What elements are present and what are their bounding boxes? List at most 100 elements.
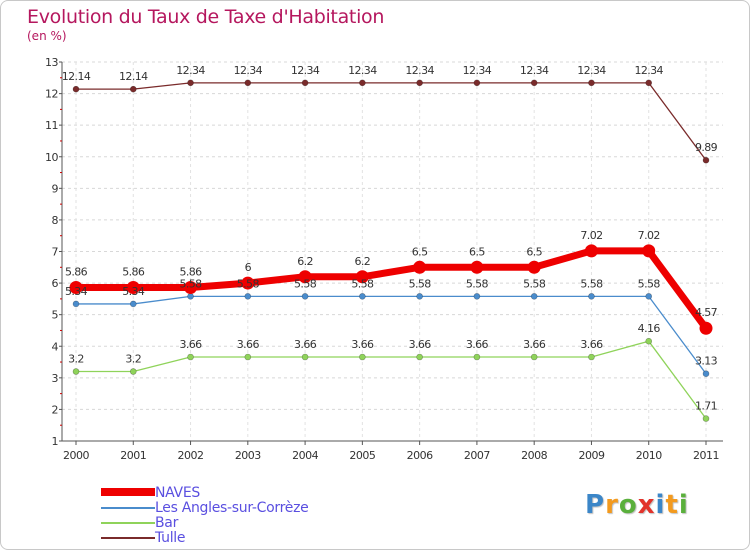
- data-label-naves-2008: 6.5: [526, 245, 542, 258]
- data-point-bar-2011: [702, 415, 710, 422]
- logo-letter-4: i: [655, 490, 666, 520]
- data-point-tulle-2000: [72, 85, 80, 93]
- data-point-naves-2000: [69, 281, 83, 295]
- x-tick-label-2004: 2004: [292, 449, 318, 462]
- series-line-bar: [75, 340, 707, 420]
- data-label-bar-2007: 3.66: [466, 338, 489, 351]
- data-point-naves-2007: [470, 260, 484, 274]
- data-point-tulle-2003: [244, 79, 252, 87]
- data-point-bar-2000: [72, 368, 80, 375]
- data-point-les-angles-sur-corr-ze-2002: [187, 293, 194, 300]
- data-label-tulle-2000: 12.14: [62, 70, 91, 83]
- data-label-naves-2010: 7.02: [638, 229, 660, 242]
- data-label-tulle-2011: 9.89: [695, 141, 718, 154]
- series-line-naves: [72, 247, 710, 332]
- data-point-tulle-2005: [359, 79, 366, 87]
- y-tick-label-13: 13: [45, 56, 58, 69]
- data-labels-layer: 12.14 12.14 12.34 12.34 12.34 12.34 12.34 12.34…: [62, 64, 718, 413]
- data-label-les-angles-sur-corr-ze-2005: 5.58: [351, 277, 374, 290]
- legend-item-les-angles[interactable]: Les Angles-sur-Corrèze: [101, 500, 361, 516]
- data-label-les-angles-sur-corr-ze-2000: 5.34: [65, 285, 88, 298]
- x-tick-label-2008: 2008: [521, 449, 547, 462]
- data-label-bar-2003: 3.66: [237, 338, 260, 351]
- data-label-bar-2004: 3.66: [294, 338, 317, 351]
- legend-swatch-bar: [101, 522, 155, 524]
- y-tick-label-7: 7: [52, 246, 59, 259]
- data-label-les-angles-sur-corr-ze-2011: 3.13: [695, 355, 718, 368]
- series-line-tulle: [75, 82, 707, 161]
- data-point-tulle-2011: [702, 156, 710, 164]
- data-point-naves-2001: [126, 281, 140, 295]
- data-point-bar-2010: [645, 337, 653, 345]
- data-point-bar-2005: [359, 353, 366, 361]
- data-point-bar-2008: [530, 353, 538, 361]
- logo-letter-5: t: [665, 490, 679, 520]
- data-label-naves-2009: 7.02: [580, 229, 602, 242]
- data-point-les-angles-sur-corr-ze-2006: [416, 293, 423, 300]
- y-tick-label-2: 2: [52, 403, 59, 416]
- data-point-bar-2004: [301, 353, 309, 361]
- logo-letter-3: x: [637, 490, 656, 520]
- data-label-naves-2002: 5.86: [179, 266, 202, 279]
- data-label-bar-2005: 3.66: [351, 338, 374, 351]
- grid-lines: [62, 61, 723, 441]
- data-label-les-angles-sur-corr-ze-2003: 5.58: [237, 277, 260, 290]
- x-tick-label-2009: 2009: [578, 449, 604, 462]
- y-tick-label-9: 9: [52, 182, 59, 195]
- data-point-naves-2003: [241, 276, 255, 290]
- data-label-naves-2007: 6.5: [469, 245, 485, 258]
- data-label-bar-2008: 3.66: [523, 338, 546, 351]
- data-label-tulle-2007: 12.34: [463, 64, 492, 77]
- y-tick-label-12: 12: [45, 88, 58, 101]
- data-label-bar-2006: 3.66: [409, 338, 432, 351]
- y-tick-label-3: 3: [52, 372, 59, 385]
- series-les-angles-sur-corr-ze: [72, 293, 710, 378]
- data-label-naves-2005: 6.2: [355, 255, 371, 268]
- data-label-tulle-2006: 12.34: [405, 64, 434, 77]
- data-label-naves-2006: 6.5: [412, 245, 428, 258]
- chart-title: Evolution du Taux de Taxe d'Habitation: [27, 6, 385, 28]
- legend-item-tulle[interactable]: Tulle: [101, 530, 361, 546]
- y-tick-label-8: 8: [52, 214, 59, 227]
- x-tick-label-2005: 2005: [349, 449, 375, 462]
- data-point-les-angles-sur-corr-ze-2003: [244, 293, 252, 300]
- data-point-tulle-2007: [473, 79, 481, 87]
- legend-item-naves[interactable]: NAVES: [101, 485, 361, 501]
- x-tick-label-2003: 2003: [235, 449, 261, 462]
- data-point-bar-2003: [244, 353, 252, 361]
- legend-swatch-les-angles: [101, 507, 155, 509]
- y-tick-label-4: 4: [52, 340, 59, 353]
- data-label-les-angles-sur-corr-ze-2010: 5.58: [638, 277, 661, 290]
- data-label-les-angles-sur-corr-ze-2006: 5.58: [409, 277, 432, 290]
- data-point-les-angles-sur-corr-ze-2009: [588, 293, 595, 300]
- data-point-les-angles-sur-corr-ze-2010: [645, 293, 653, 300]
- data-point-naves-2010: [642, 244, 656, 258]
- data-point-les-angles-sur-corr-ze-2005: [359, 293, 366, 300]
- x-tick-label-2010: 2010: [636, 449, 662, 462]
- y-tick-label-11: 11: [45, 119, 58, 132]
- data-label-bar-2002: 3.66: [179, 338, 202, 351]
- data-label-tulle-2008: 12.34: [520, 64, 549, 77]
- data-point-tulle-2008: [530, 79, 538, 87]
- x-tick-label-2000: 2000: [63, 449, 89, 462]
- data-point-naves-2002: [184, 281, 198, 295]
- data-label-naves-2011: 4.57: [695, 306, 718, 319]
- data-point-naves-2011: [699, 321, 713, 335]
- data-label-naves-2004: 6.2: [297, 255, 313, 268]
- logo-letter-0: P: [585, 490, 606, 520]
- legend-item-bar[interactable]: Bar: [101, 515, 361, 531]
- series-layer: [69, 79, 713, 422]
- logo-letter-2: o: [618, 490, 638, 520]
- data-label-les-angles-sur-corr-ze-2001: 5.34: [122, 285, 145, 298]
- data-point-bar-2007: [473, 353, 481, 361]
- data-point-naves-2004: [298, 270, 312, 284]
- legend-label-naves: NAVES: [155, 485, 200, 501]
- data-point-les-angles-sur-corr-ze-2001: [129, 300, 137, 308]
- data-label-bar-2000: 3.2: [68, 353, 84, 366]
- proxiti-logo[interactable]: Proxiti: [585, 490, 689, 520]
- logo-letter-1: r: [605, 490, 619, 520]
- series-tulle: [72, 79, 710, 164]
- legend-swatch-naves: [101, 488, 155, 496]
